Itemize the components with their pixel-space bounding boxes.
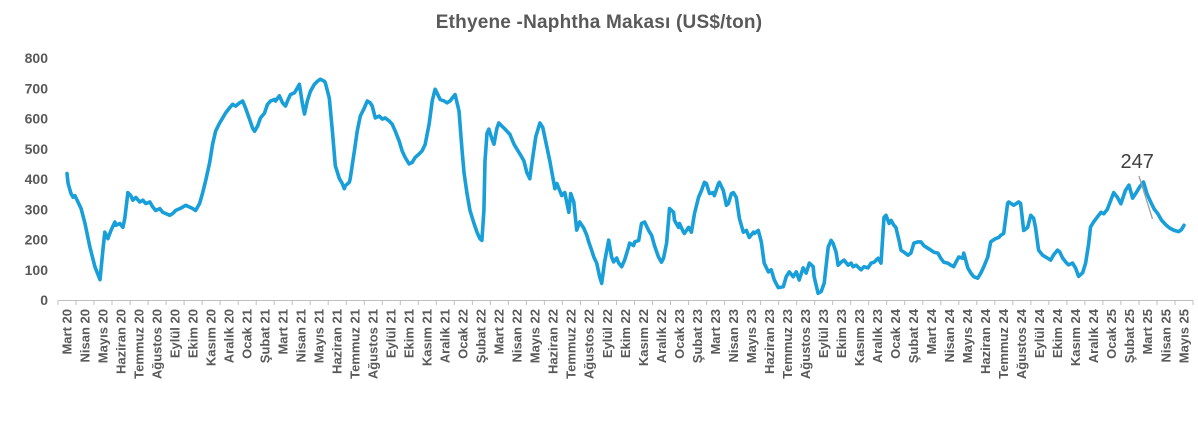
x-axis-tick-label: Ağustos 21 (366, 309, 381, 379)
x-axis-tick-label: Eylül 20 (167, 309, 182, 358)
data-series-line (65, 77, 1186, 296)
x-axis-tick-label: Kasım 22 (636, 309, 651, 366)
x-axis-tick-label: Aralık 21 (438, 309, 453, 363)
x-axis-tick-label: Mart 24 (924, 308, 939, 354)
x-axis-tick-label: Mayıs 22 (528, 309, 543, 363)
y-axis-tick-label: 700 (25, 80, 49, 96)
x-axis-tick-label: Eylül 24 (1032, 308, 1047, 358)
x-axis-tick-label: Temmuz 24 (996, 308, 1011, 379)
x-axis-tick-label: Ocak 22 (456, 309, 471, 359)
x-axis-tick-label: Ekim 23 (834, 309, 849, 358)
x-axis-tick-label: Kasım 23 (852, 309, 867, 366)
x-axis-tick-label: Ocak 23 (672, 309, 687, 359)
x-axis-tick-label: Mart 20 (59, 309, 74, 355)
x-axis-tick-label: Eylül 21 (384, 309, 399, 358)
y-axis-tick-label: 500 (25, 141, 49, 157)
x-axis-tick-label: Temmuz 21 (348, 309, 363, 379)
x-axis-tick-label: Aralık 22 (654, 309, 669, 363)
x-axis-tick-label: Ekim 24 (1050, 308, 1065, 358)
x-axis-tick-label: Ağustos 24 (1014, 308, 1029, 379)
x-axis-tick-label: Kasım 20 (203, 309, 218, 366)
y-axis-tick-label: 100 (25, 262, 49, 278)
x-axis-tick-label: Ağustos 20 (149, 309, 164, 379)
last-value-label: 247 (1120, 151, 1153, 173)
x-axis-tick-label: Şubat 21 (257, 309, 272, 363)
y-axis-tick-label: 300 (25, 201, 49, 217)
x-axis-tick-label: Mart 25 (1140, 309, 1155, 355)
x-axis-tick-label: Aralık 20 (221, 309, 236, 363)
x-axis-tick-label: Nisan 22 (510, 309, 525, 362)
y-axis-tick-label: 200 (25, 232, 49, 248)
x-axis-tick-label: Ağustos 22 (582, 309, 597, 379)
x-axis-tick-label: Aralık 23 (870, 309, 885, 363)
x-axis-tick-label: Nisan 24 (942, 308, 957, 362)
x-axis-tick-label: Haziran 21 (330, 309, 345, 374)
chart-title: Ethyene -Naphtha Makası (US$/ton) (435, 12, 763, 33)
x-axis-tick-label: Nisan 25 (1158, 309, 1173, 362)
y-axis-tick-label: 800 (25, 50, 49, 66)
x-axis-tick-label: Ağustos 23 (798, 309, 813, 379)
x-axis-tick-label: Eylül 23 (816, 309, 831, 358)
x-axis-tick-label: Kasım 24 (1068, 308, 1083, 366)
x-axis-tick-label: Ocak 25 (1104, 309, 1119, 359)
x-axis-tick-label: Mayıs 25 (1176, 309, 1191, 363)
x-axis-tick-label: Haziran 22 (546, 309, 561, 374)
x-axis-tick-label: Ekim 20 (185, 309, 200, 358)
annotation-leader-line (1138, 175, 1154, 220)
y-axis-tick-label: 400 (25, 171, 49, 187)
x-axis-tick-label: Haziran 23 (762, 309, 777, 374)
x-axis-tick-label: Haziran 20 (113, 309, 128, 374)
x-axis-tick-label: Mayıs 24 (960, 308, 975, 363)
x-axis-tick-label: Temmuz 20 (131, 309, 146, 379)
x-axis-tick-label: Mart 21 (275, 309, 290, 355)
x-axis-tick-label: Ekim 21 (402, 309, 417, 358)
x-axis-tick-label: Mart 23 (708, 309, 723, 355)
x-axis-tick-label: Şubat 23 (690, 309, 705, 363)
x-axis-tick-label: Mayıs 23 (744, 309, 759, 363)
x-axis-tick-label: Şubat 25 (1122, 309, 1137, 363)
x-axis-tick-label: Mayıs 20 (95, 309, 110, 363)
x-axis-tick-label: Kasım 21 (420, 309, 435, 366)
x-axis-tick-label: Temmuz 23 (780, 309, 795, 379)
x-axis-tick-label: Mart 22 (492, 309, 507, 355)
x-axis-line (57, 300, 1194, 305)
y-axis-tick-label: 0 (40, 292, 48, 308)
x-axis-tick-label: Şubat 24 (906, 308, 921, 363)
x-axis-tick-label: Temmuz 22 (564, 309, 579, 379)
x-axis-tick-label: Ocak 24 (888, 308, 903, 359)
x-axis-tick-label: Nisan 23 (726, 309, 741, 362)
x-axis-tick-label: Ekim 22 (618, 309, 633, 358)
x-axis-tick-label: Mayıs 21 (312, 309, 327, 363)
x-axis-tick-label: Nisan 20 (77, 309, 92, 362)
x-axis-tick-label: Ocak 21 (239, 309, 254, 359)
x-axis-tick-label: Haziran 24 (978, 308, 993, 374)
y-axis-tick-label: 600 (25, 111, 49, 127)
x-axis-tick-label: Eylül 22 (600, 309, 615, 358)
x-axis-tick-label: Aralık 24 (1086, 308, 1101, 363)
x-axis-tick-label: Şubat 22 (474, 309, 489, 363)
x-axis-tick-label: Nisan 21 (294, 309, 309, 362)
